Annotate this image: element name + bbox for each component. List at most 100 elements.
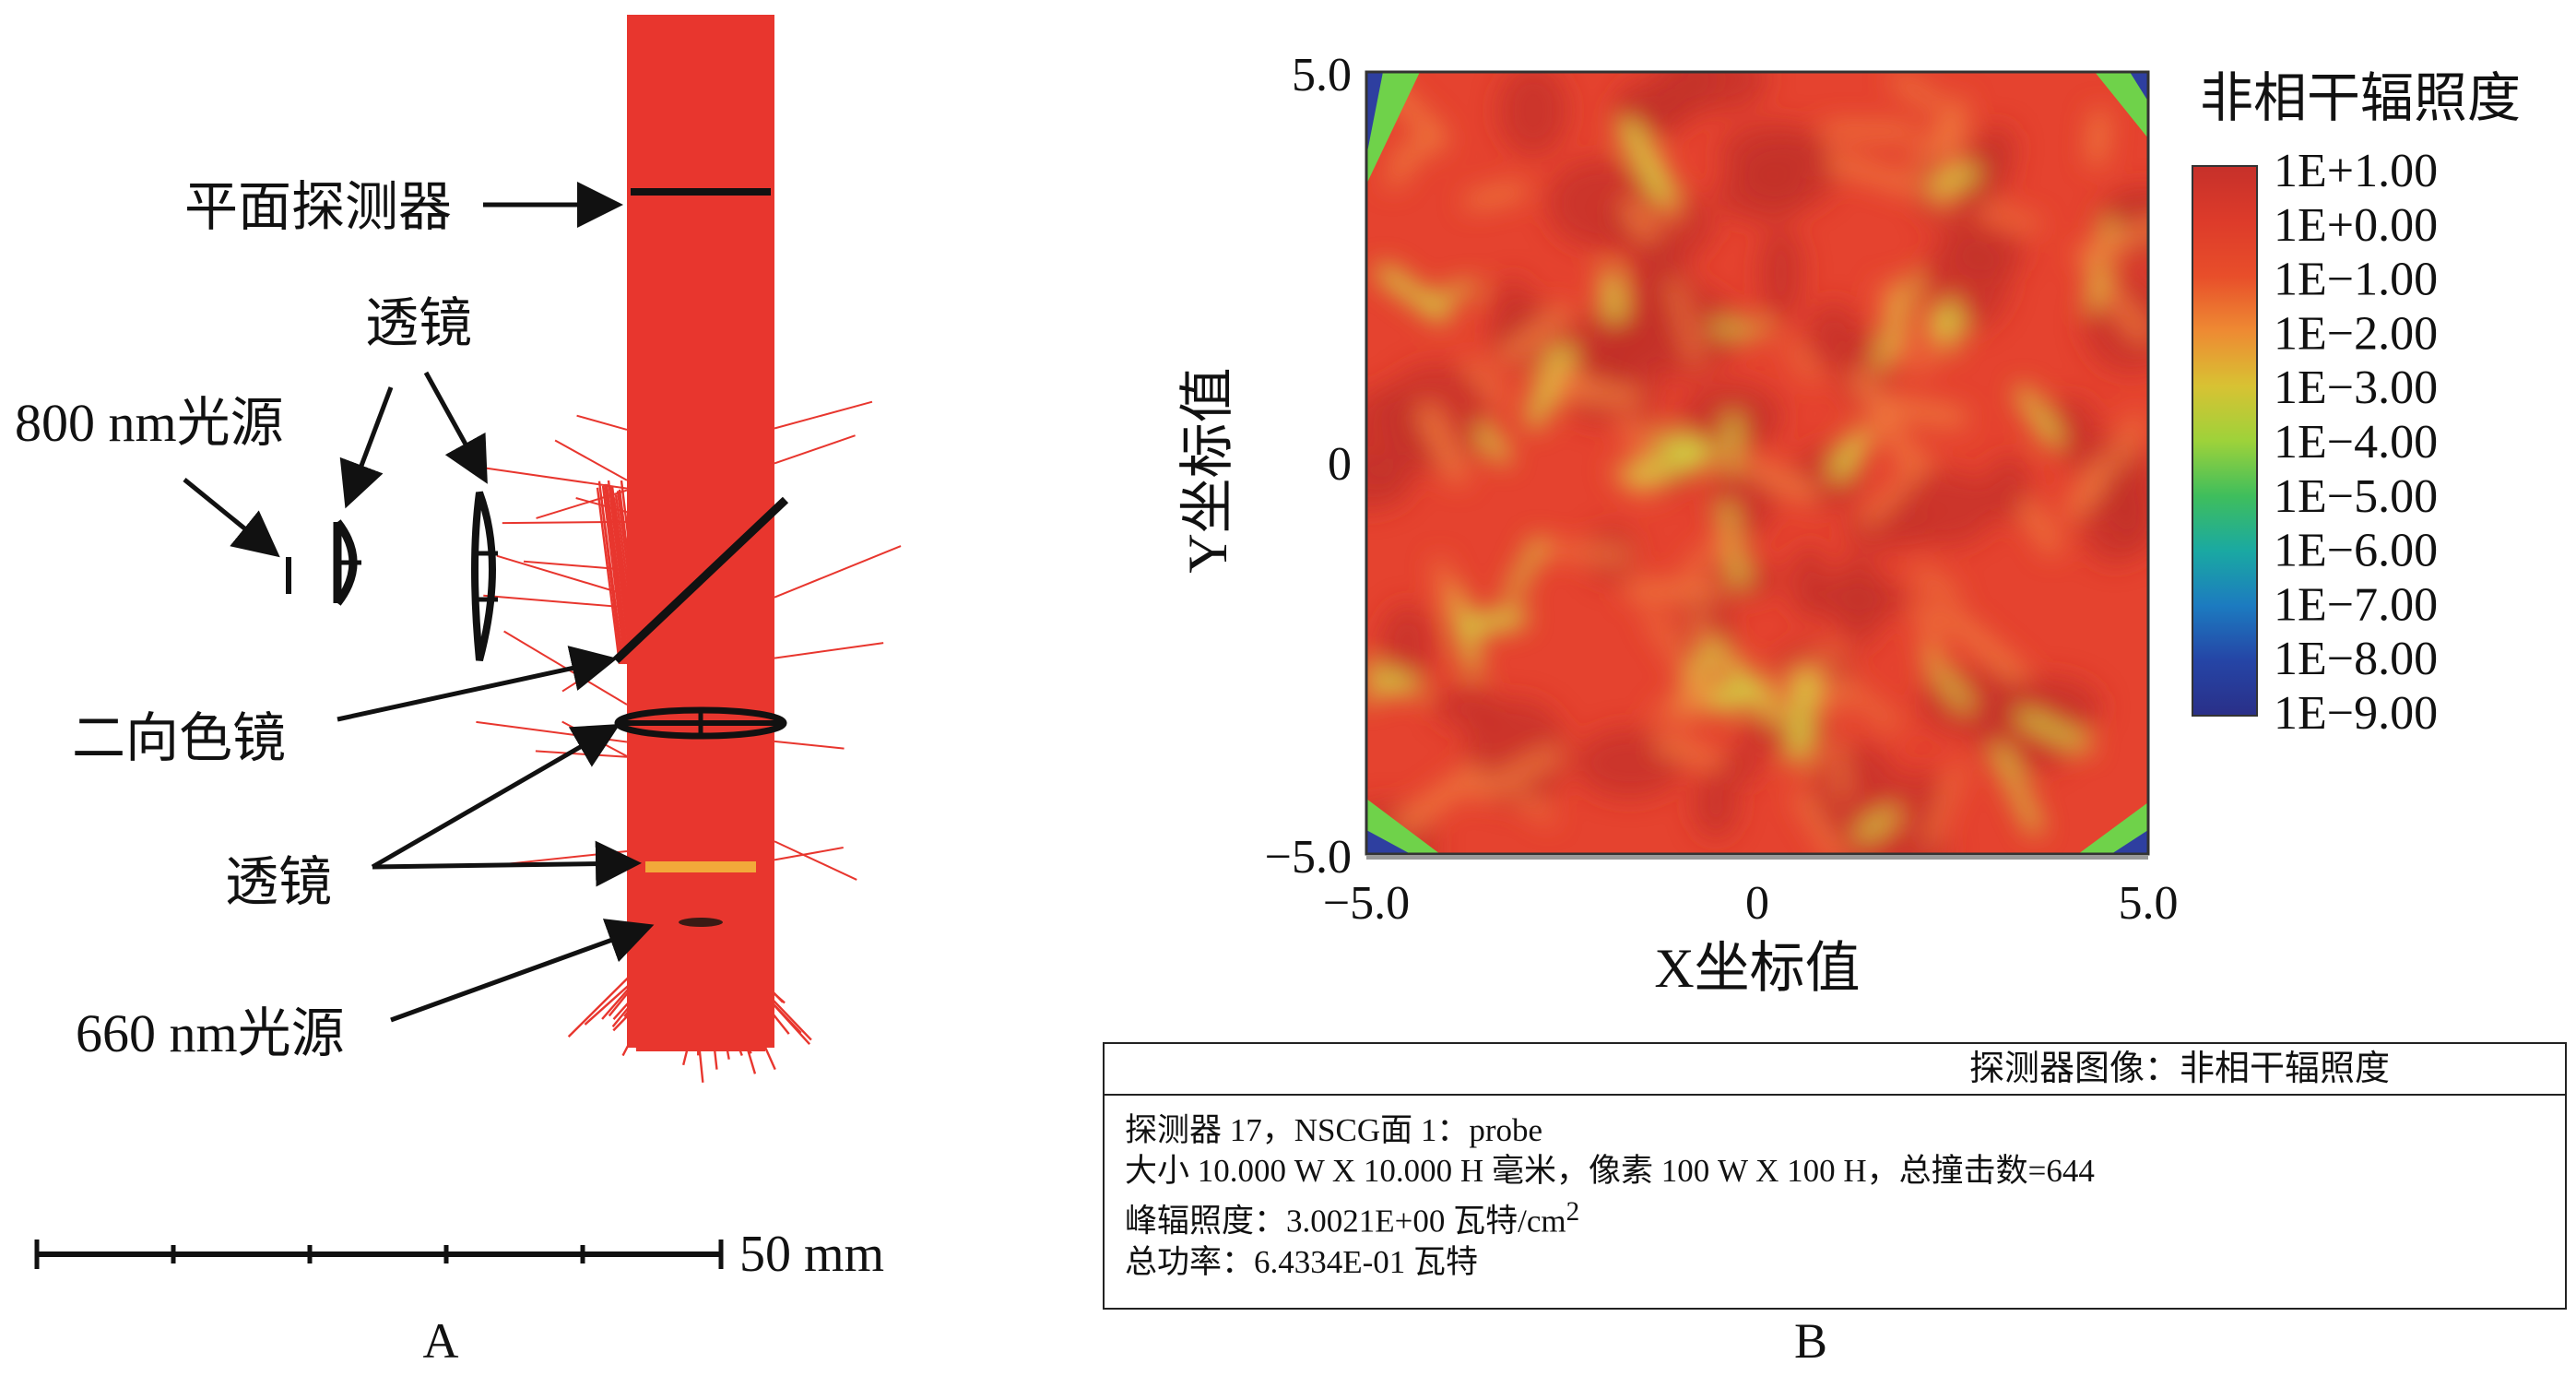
heatmap-bright-streak: [1875, 273, 1918, 369]
label-source-800: 800 nm光源: [15, 393, 284, 453]
stray-ray: [502, 520, 628, 525]
panel-b-label: B: [1794, 1313, 1827, 1369]
label-dichroic: 二向色镜: [72, 708, 286, 768]
stray-ray: [605, 483, 631, 665]
colorbar-tick-9: 1E−8.00: [2274, 633, 2438, 685]
panel-b-detector-image: 5.0 0 −5.0 −5.0 0 5.0 X坐标值 Y坐标值 非相干辐照度 1…: [1177, 49, 2521, 1369]
heatmap-bright-streak: [1478, 425, 1510, 464]
arrow-source-660: [390, 919, 655, 1023]
stray-ray: [774, 545, 902, 599]
heatmap-bright-streak: [1861, 451, 1932, 526]
heatmap-bright-streak: [1506, 536, 1544, 602]
heatmap-dark-patch: [1985, 455, 2032, 522]
heatmap-bright-streak: [2020, 500, 2061, 555]
colorbar-tick-0: 1E+1.00: [2274, 145, 2438, 197]
heatmap-bright-streak: [1498, 304, 1573, 365]
heatmap-bright-streak: [1655, 432, 1707, 457]
heatmap-bright-streak: [1785, 339, 1819, 384]
y-axis-title: Y坐标值: [1177, 367, 1238, 573]
colorbar-ticks: 1E+1.001E+0.001E−1.001E−2.001E−3.001E−4.…: [2274, 145, 2438, 740]
heatmap-bright-streak: [2074, 220, 2148, 265]
heatmap-bright-streak: [2015, 386, 2061, 446]
heatmap-bright-streak: [1622, 197, 1657, 242]
heatmap-bright-streak: [1447, 586, 1481, 673]
colorbar-tick-3: 1E−2.00: [2274, 307, 2438, 360]
heatmap-bright-streak: [1745, 457, 1817, 503]
heatmap-bright-streak: [1655, 736, 1720, 766]
stray-ray: [601, 485, 627, 665]
stray-ray: [596, 487, 621, 665]
heatmap-bright-streak: [1683, 640, 1723, 688]
stray-ray: [535, 750, 628, 758]
heatmap-bright-streak: [1471, 746, 1562, 801]
heatmap-bright-streak: [1464, 183, 1528, 209]
heatmap-bright-streak: [1823, 123, 1917, 139]
stray-ray: [599, 495, 625, 665]
x-axis-title: X坐标值: [1654, 938, 1860, 999]
x-tick-mid: 0: [1745, 877, 1769, 930]
label-lens-top: 透镜: [365, 293, 472, 353]
heatmap-bright-streak: [1366, 675, 1411, 704]
heatmap-bright-streak: [1793, 789, 1842, 854]
source-660-emitter: [679, 918, 723, 927]
arrow-dichroic: [337, 646, 618, 722]
stray-ray: [576, 414, 628, 431]
heatmap-bright-streak: [2089, 268, 2148, 343]
heatmap-bright-streak: [1827, 153, 1924, 196]
colorbar-tick-5: 1E−4.00: [2274, 416, 2438, 469]
x-tick-left: −5.0: [1323, 877, 1410, 930]
heatmap-bright-streak: [2112, 413, 2145, 467]
detector-info-line-1: 探测器 17，NSCG面 1：probe: [1125, 1112, 1543, 1148]
heatmap-bright-streak: [1993, 745, 2042, 835]
detector-info-header: 探测器图像：非相干辐照度: [1105, 1044, 2565, 1096]
heatmap-dark-patch: [1835, 551, 1884, 648]
heatmap-bright-streak: [1652, 669, 1715, 723]
x-tick-right: 5.0: [2119, 877, 2179, 930]
heatmap-dark-patch: [1758, 224, 1804, 322]
heatmap-dark-patch: [1844, 504, 1928, 552]
focus-highlight: [645, 861, 756, 872]
heatmap-bright-streak: [1830, 431, 1867, 480]
heatmap-bright-streak: [1715, 689, 1765, 714]
lower-beam: [627, 885, 774, 1051]
plane-detector-line: [631, 188, 771, 196]
heatmap-bright-streak: [1418, 403, 1468, 485]
irradiance-heatmap: [1365, 70, 2150, 860]
heatmap-bright-streak: [1539, 542, 1632, 563]
heatmap-bright-streak: [1709, 322, 1770, 336]
heatmap-bright-streak: [1683, 527, 1737, 577]
stray-ray: [774, 840, 857, 881]
heatmap-bright-streak: [2072, 457, 2113, 508]
heatmap-bright-streak: [2016, 710, 2093, 753]
arrow-lens-bottom-1: [371, 724, 620, 870]
stray-ray: [774, 740, 845, 750]
heatmap-bright-streak: [1928, 166, 1979, 195]
heatmap-bright-streak: [1667, 279, 1702, 364]
heatmap-dark-patch: [1805, 302, 1861, 368]
heatmap-bright-streak: [1940, 606, 2027, 682]
detector-info-line-2: 大小 10.000 W X 10.000 H 毫米，像素 100 W X 100…: [1125, 1153, 2095, 1189]
heatmap-bright-streak: [1979, 204, 2042, 231]
y-tick-mid: 0: [1328, 438, 1352, 491]
stray-ray: [554, 439, 628, 481]
heatmap-bright-streak: [1675, 653, 1736, 730]
corner-falloff: [1366, 72, 2148, 854]
heatmap-bright-streak: [1618, 121, 1674, 203]
heatmap-bright-streak: [1426, 280, 1478, 307]
heatmap-bright-streak: [1883, 397, 1967, 427]
stray-ray: [774, 434, 856, 465]
arrow-source-800: [183, 478, 280, 558]
colorbar-tick-8: 1E−7.00: [2274, 578, 2438, 631]
stray-ray: [480, 466, 628, 490]
heatmap-dark-patch: [1950, 228, 2026, 280]
heatmap-dark-patch: [1902, 767, 1941, 840]
heatmap-bright-streak: [1691, 610, 1713, 665]
heatmap-bright-streak: [1910, 97, 1968, 170]
heatmap-bright-streak: [1394, 765, 1483, 834]
heatmap-bright-streak: [1392, 136, 1448, 161]
left-lens-1: [333, 519, 361, 606]
heatmap-bright-streak: [1376, 264, 1450, 323]
stray-ray: [603, 483, 629, 665]
arrow-lens-bottom-2: [372, 840, 642, 887]
left-lens-2: [471, 491, 498, 662]
